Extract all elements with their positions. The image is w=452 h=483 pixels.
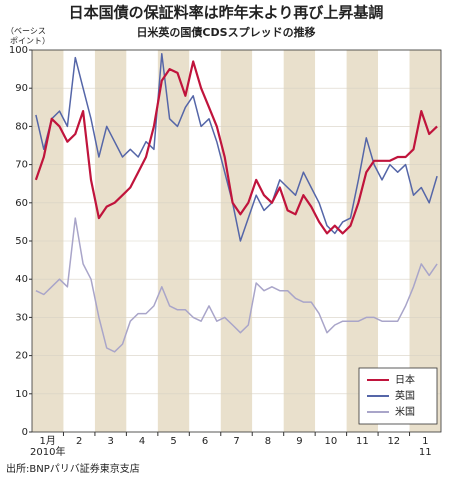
plot-frame <box>31 49 442 433</box>
x-tick-label: 12 <box>387 436 400 447</box>
x-tick-label: 2 <box>76 436 82 447</box>
x-tick-label: 11 <box>356 436 369 447</box>
x-tick-label: 4 <box>139 436 145 447</box>
x-tick-label: 10 <box>325 436 338 447</box>
year-label: 11 <box>419 447 432 458</box>
y-tick-label: 70 <box>15 160 28 171</box>
y-tick-label: 100 <box>9 45 28 56</box>
y-tick-label: 10 <box>15 389 28 400</box>
y-tick-label: 30 <box>15 312 28 323</box>
y-axis-label: （ベーシス <box>6 27 46 36</box>
year-label: 2010年 <box>30 445 65 458</box>
x-tick-label: 8 <box>265 436 271 447</box>
y-tick-label: 20 <box>15 351 28 362</box>
series-line <box>34 60 438 235</box>
x-tick-label: 9 <box>296 436 302 447</box>
x-tick-label: 6 <box>202 436 208 447</box>
x-tick-label: 3 <box>107 436 113 447</box>
x-tick-label: 5 <box>170 436 176 447</box>
legend-label: 英国 <box>395 389 415 402</box>
y-tick-label: 60 <box>15 198 28 209</box>
legend-label: 米国 <box>395 405 415 418</box>
x-tick-label: 1月 <box>40 435 56 447</box>
y-tick-label: 90 <box>15 83 28 94</box>
y-tick-label: 80 <box>15 121 28 132</box>
x-tick-label: 7 <box>233 436 239 447</box>
source-note: 出所:BNPパリバ証券東京支店 <box>6 462 140 475</box>
chart-subtitle: 日米英の国債CDSスプレッドの推移 <box>136 25 315 39</box>
y-tick-label: 40 <box>15 274 28 285</box>
y-tick-label: 0 <box>22 427 28 438</box>
x-tick-label: 1 <box>422 436 428 447</box>
series-line <box>35 53 438 242</box>
series-line <box>35 217 438 353</box>
y-axis-label: ポイント） <box>10 37 50 46</box>
chart-title: 日本国債の保証料率は昨年末より再び上昇基調 <box>69 4 384 22</box>
y-tick-label: 50 <box>15 236 28 247</box>
legend-label: 日本 <box>395 373 415 386</box>
